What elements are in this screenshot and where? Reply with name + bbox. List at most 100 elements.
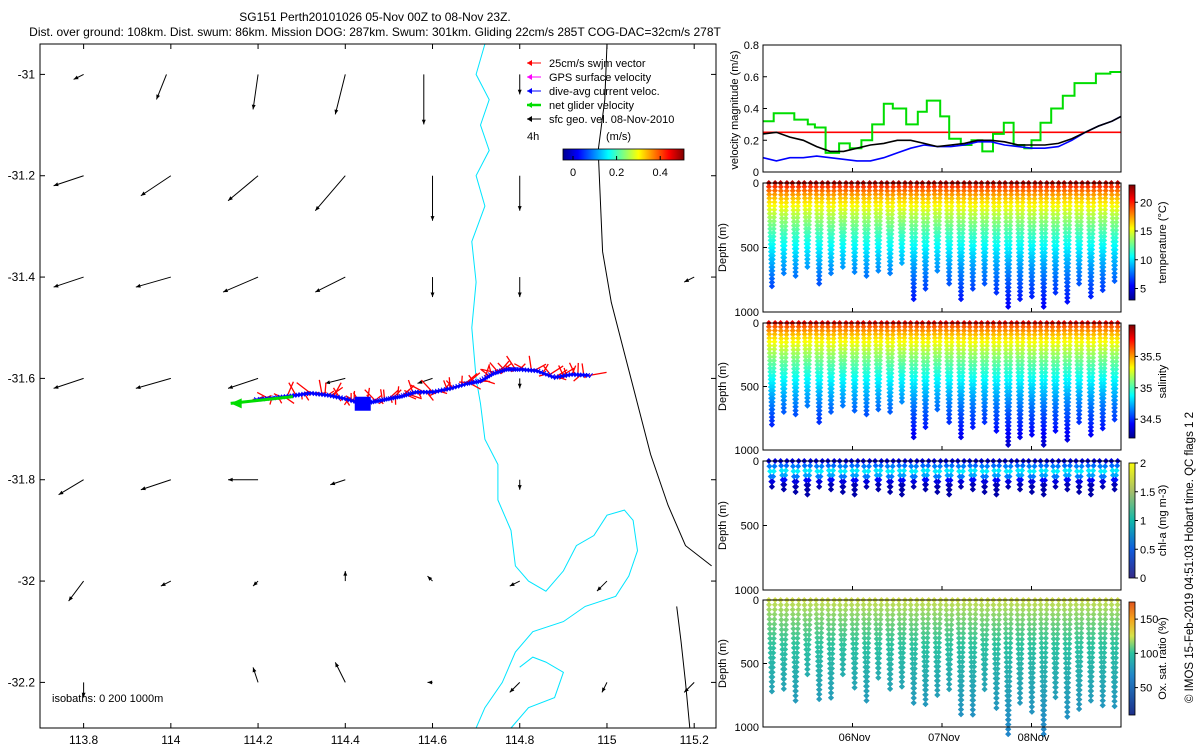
temperature-sample xyxy=(919,183,926,190)
temperature-sample xyxy=(807,183,814,190)
temperature-sample xyxy=(842,183,849,190)
temperature-sample xyxy=(849,199,856,206)
temperature-sample xyxy=(873,202,879,209)
swjm-vector xyxy=(589,371,607,377)
temperature-sample xyxy=(913,207,920,214)
geo-velocity-arrowhead xyxy=(135,385,141,390)
temperature-sample xyxy=(813,207,820,214)
temperature-sample xyxy=(910,296,917,303)
temperature-sample xyxy=(842,199,849,206)
swjm-vector xyxy=(542,363,549,374)
velocity-y-tick-label: 0 xyxy=(753,167,759,179)
map-background xyxy=(40,44,716,728)
temperature-sample xyxy=(932,222,939,228)
salinity-y-tick-label: 0 xyxy=(753,318,759,330)
temperature-sample xyxy=(767,222,774,228)
temperature-sample xyxy=(795,187,802,194)
legend-colorbar xyxy=(562,148,685,161)
temperature-sample xyxy=(878,191,884,198)
temperature-sample xyxy=(948,218,955,225)
temperature-sample xyxy=(828,266,835,273)
temperature-sample xyxy=(792,269,799,275)
legend-arrowhead xyxy=(527,60,532,66)
temperature-sample xyxy=(897,214,904,221)
temperature-sample xyxy=(816,272,823,279)
temperature-sample xyxy=(818,218,825,225)
temperature-sample xyxy=(937,187,944,194)
temperature-sample xyxy=(770,241,777,248)
temperature-sample xyxy=(817,241,824,248)
map-x-tick-label: 114.4 xyxy=(331,733,360,747)
temperature-sample xyxy=(828,258,835,265)
temperature-sample xyxy=(924,219,931,226)
temperature-sample xyxy=(841,221,848,228)
temperature-sample xyxy=(955,195,962,202)
temperature-sample xyxy=(908,214,915,221)
temperature-sample xyxy=(888,235,895,241)
temperature-sample xyxy=(911,253,918,260)
geo-velocity-arrowhead xyxy=(160,582,166,587)
temperature-colorbar-tick-label: 15 xyxy=(1140,226,1152,238)
geo-velocity-arrowhead xyxy=(228,196,233,201)
temperature-sample xyxy=(861,199,867,206)
temperature-sample xyxy=(943,183,950,190)
temperature-sample xyxy=(920,227,927,233)
temperature-sample xyxy=(890,187,896,194)
temperature-sample xyxy=(806,199,813,206)
temperature-sample xyxy=(866,183,873,190)
temperature-sample xyxy=(813,183,820,190)
net-velocity-arrowhead xyxy=(230,398,242,409)
temperature-sample xyxy=(877,199,884,206)
geo-velocity-arrowhead xyxy=(430,216,435,221)
temperature-sample xyxy=(901,191,908,198)
temperature-sample xyxy=(771,187,778,194)
temperature-sample xyxy=(779,219,785,226)
map-x-tick-label: 114 xyxy=(161,733,180,747)
temperature-sample xyxy=(852,234,859,241)
temperature-sample xyxy=(947,238,954,245)
geo-velocity-arrowhead xyxy=(601,687,606,693)
chla-colorbar-label: chl-a (mg m-3) xyxy=(1157,485,1169,557)
geo-velocity-vector xyxy=(140,479,171,491)
temperature-sample xyxy=(793,234,800,241)
temperature-colorbar-tick-label: 5 xyxy=(1140,284,1146,296)
temperature-sample xyxy=(770,229,777,236)
geo-velocity-arrowhead xyxy=(517,485,522,490)
geo-velocity-vector xyxy=(135,377,171,389)
temperature-sample xyxy=(771,206,778,213)
velocity-y-axis-label: velocity magnitude (m/s) xyxy=(729,50,741,169)
geo-velocity-vector xyxy=(227,175,259,202)
chla-y-axis-label: Depth (m) xyxy=(717,501,729,550)
geo-velocity-vector xyxy=(53,377,84,389)
temperature-sample xyxy=(934,260,941,267)
temperature-sample xyxy=(920,215,927,222)
temperature-sample xyxy=(936,210,943,217)
map-y-tick-label: -31.2 xyxy=(8,169,36,183)
temperature-sample xyxy=(885,219,892,226)
map-panel: 113.8 114 114.2 114.4 114.6 114.8 115 115.2-31-… xyxy=(8,43,717,747)
temperature-sample xyxy=(923,242,930,249)
temperature-sample xyxy=(925,199,932,206)
temperature-sample xyxy=(814,211,820,217)
geo-velocity-arrowhead xyxy=(228,477,233,482)
temperature-sample xyxy=(794,230,800,237)
temperature-sample xyxy=(866,191,873,198)
temperature-sample xyxy=(960,191,967,198)
temperature-sample xyxy=(943,195,950,202)
salinity-colorbar-tick-label: 34.5 xyxy=(1140,414,1161,426)
temperature-sample xyxy=(778,199,785,206)
temperature-sample xyxy=(840,256,847,263)
temperature-sample xyxy=(783,195,790,202)
chla-y-tick-label: 0 xyxy=(753,456,759,468)
temperature-sample xyxy=(919,195,926,202)
swjm-vector xyxy=(333,382,342,397)
temperature-sample xyxy=(770,225,777,232)
temperature-sample xyxy=(790,218,797,225)
temperature-sample xyxy=(837,191,844,198)
geo-velocity-arrowhead xyxy=(223,288,229,293)
temperature-sample xyxy=(889,211,896,218)
temperature-sample xyxy=(766,214,773,221)
temperature-sample xyxy=(873,218,880,225)
temperature-sample xyxy=(849,214,856,221)
